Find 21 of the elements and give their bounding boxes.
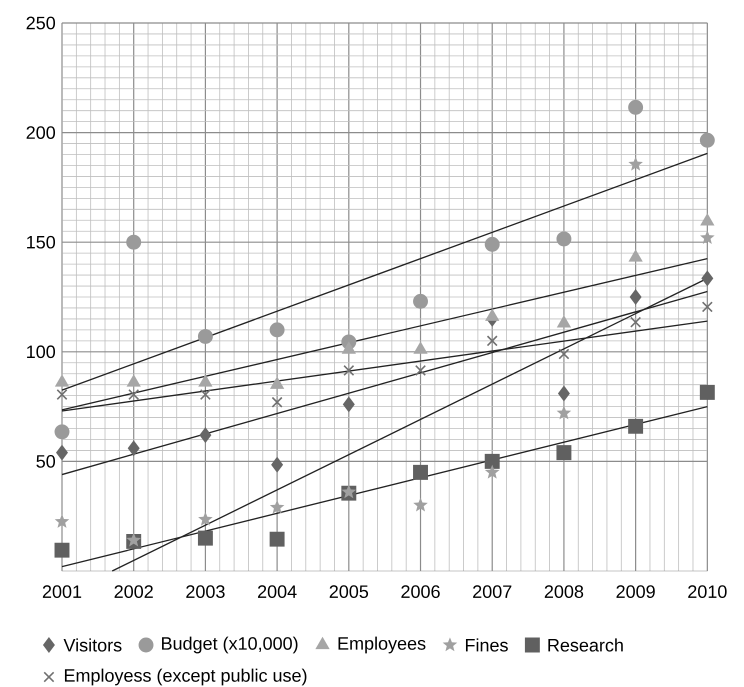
legend-label: Research — [548, 638, 623, 652]
x-tick-label: 2004 — [258, 585, 297, 598]
x-tick-label: 2007 — [473, 585, 512, 598]
legend-label: Fines — [466, 638, 508, 652]
legend-label: Visitors — [64, 638, 122, 652]
legend-label: Employees — [338, 636, 426, 654]
y-tick-label: 250 — [26, 16, 56, 30]
y-tick-label: 100 — [27, 345, 56, 358]
x-tick-label: 2006 — [401, 585, 440, 598]
x-tick-label: 2010 — [688, 585, 727, 598]
x-tick-label: 2002 — [114, 585, 153, 598]
x-tick-label: 2003 — [186, 585, 225, 598]
y-tick-label: 150 — [27, 236, 56, 249]
x-tick-label: 2009 — [616, 585, 655, 598]
x-tick-label: 2008 — [544, 585, 584, 598]
y-tick-label: 50 — [36, 455, 56, 468]
legend-label: Budget (x10,000) — [162, 636, 298, 654]
y-tick-label: 200 — [26, 126, 56, 139]
x-tick-label: 2005 — [330, 585, 368, 598]
x-tick-label: 2001 — [42, 585, 82, 598]
legend-label: Employess (except public use) — [64, 668, 306, 686]
